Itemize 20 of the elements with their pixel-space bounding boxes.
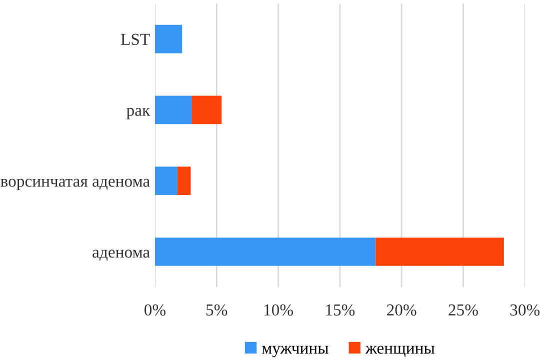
bar xyxy=(154,238,376,266)
x-tick-label: 20% xyxy=(387,304,416,316)
x-tick-label: 0% xyxy=(144,304,166,316)
y-tick-label: аденома xyxy=(92,250,150,261)
y-tick-label: рак xyxy=(126,108,150,120)
y-tick-label: ворсинчатая аденома xyxy=(0,178,150,190)
x-tick-label: 10% xyxy=(264,304,293,316)
legend-label: мужчины xyxy=(262,346,328,358)
bar xyxy=(154,166,178,196)
legend-label: женщины xyxy=(365,346,435,358)
bar xyxy=(376,238,504,266)
x-tick-label: 25% xyxy=(448,304,478,316)
bar xyxy=(177,166,191,196)
y-tick-label: LST xyxy=(120,34,150,45)
x-tick-label: 15% xyxy=(326,304,355,316)
bar xyxy=(192,96,222,124)
x-tick-label: 5% xyxy=(206,304,228,316)
bar xyxy=(154,24,182,54)
bar xyxy=(154,96,192,124)
x-tick-label: 30% xyxy=(510,304,540,316)
